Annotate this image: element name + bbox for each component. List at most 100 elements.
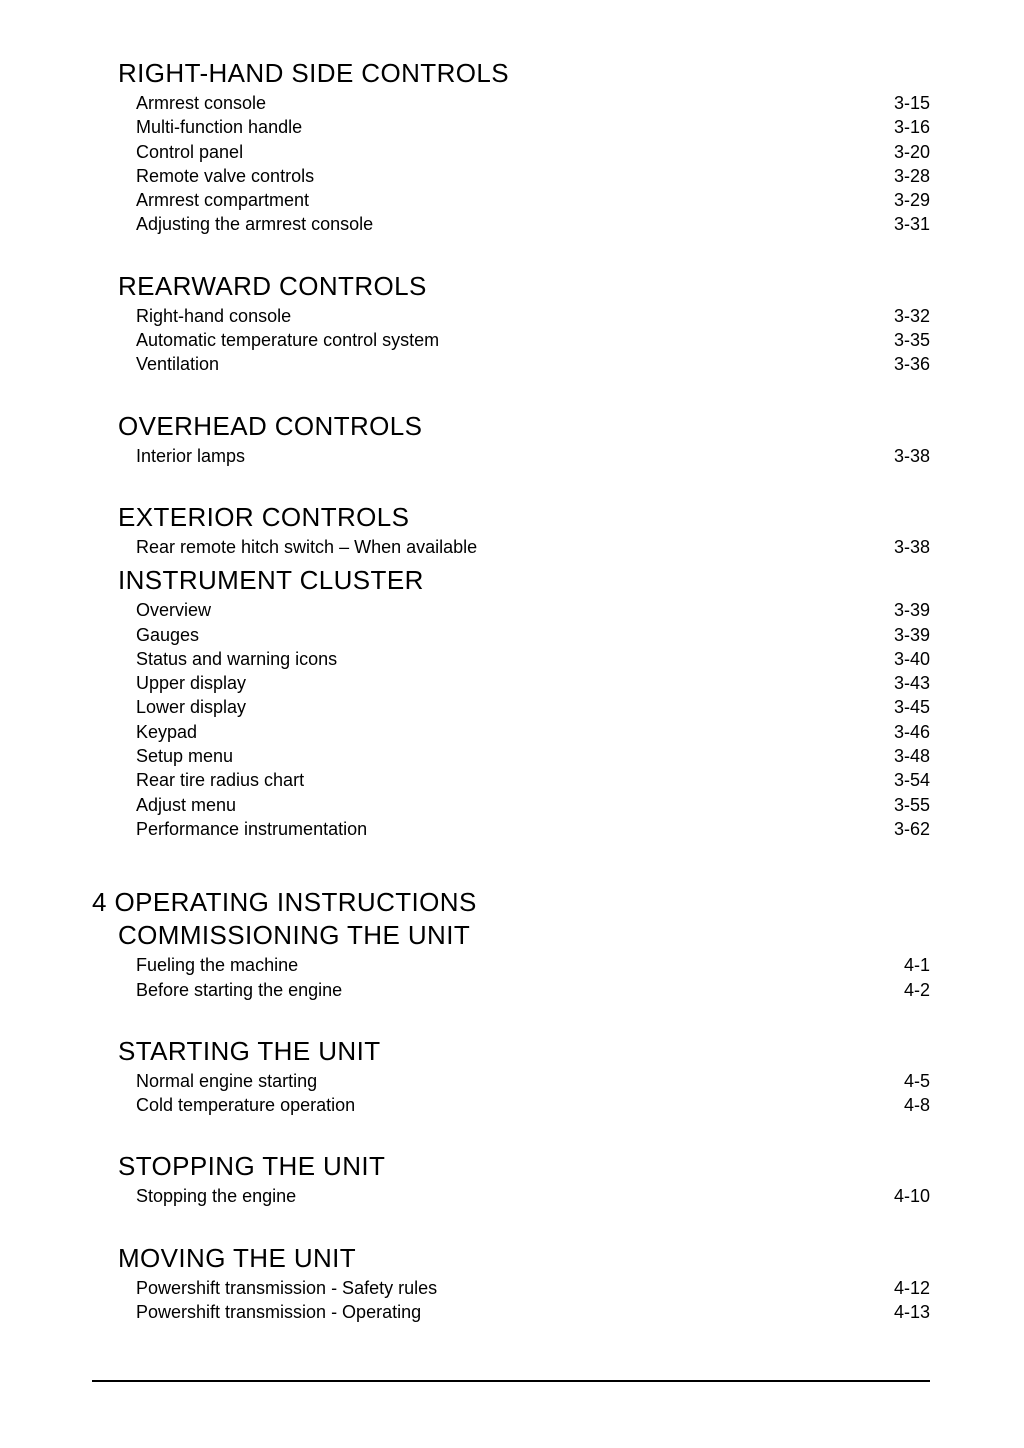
section-title: INSTRUMENT CLUSTER (118, 565, 930, 596)
section-title: MOVING THE UNIT (118, 1243, 930, 1274)
chapter-title: 4 OPERATING INSTRUCTIONS (92, 887, 930, 918)
toc-page: 4-8 (882, 1093, 930, 1117)
toc-label: Rear remote hitch switch – When availabl… (136, 535, 477, 559)
toc-page: 3-32 (882, 304, 930, 328)
toc-label: Stopping the engine (136, 1184, 296, 1208)
toc-label: Status and warning icons (136, 647, 337, 671)
toc-label: Interior lamps (136, 444, 245, 468)
toc-label: Multi-function handle (136, 115, 302, 139)
toc-label: Armrest console (136, 91, 266, 115)
toc-label: Normal engine starting (136, 1069, 317, 1093)
toc-label: Upper display (136, 671, 246, 695)
toc-label: Adjust menu (136, 793, 236, 817)
toc-label: Powershift transmission - Safety rules (136, 1276, 437, 1300)
toc-entry: Rear remote hitch switch – When availabl… (136, 535, 930, 559)
toc-section: RIGHT-HAND SIDE CONTROLS Armrest console… (118, 58, 930, 237)
toc-entry: Setup menu 3-48 (136, 744, 930, 768)
toc-entry: Rear tire radius chart 3-54 (136, 768, 930, 792)
toc-entry: Armrest compartment 3-29 (136, 188, 930, 212)
toc-entry: Normal engine starting 4-5 (136, 1069, 930, 1093)
toc-page: 3-46 (882, 720, 930, 744)
toc-label: Performance instrumentation (136, 817, 367, 841)
toc-page: 3-29 (882, 188, 930, 212)
toc-entry: Adjust menu 3-55 (136, 793, 930, 817)
toc-page: 3-38 (882, 444, 930, 468)
toc-page: 3-54 (882, 768, 930, 792)
toc-label: Lower display (136, 695, 246, 719)
section-title: COMMISSIONING THE UNIT (118, 920, 930, 951)
toc-page: 3-36 (882, 352, 930, 376)
toc-entry: Multi-function handle 3-16 (136, 115, 930, 139)
toc-page: 3-16 (882, 115, 930, 139)
toc-entry: Powershift transmission - Safety rules 4… (136, 1276, 930, 1300)
toc-label: Powershift transmission - Operating (136, 1300, 421, 1324)
section-title: STARTING THE UNIT (118, 1036, 930, 1067)
toc-section: STOPPING THE UNIT Stopping the engine 4-… (118, 1151, 930, 1208)
toc-entry: Keypad 3-46 (136, 720, 930, 744)
toc-section: MOVING THE UNIT Powershift transmission … (118, 1243, 930, 1325)
toc-page: 4-10 (882, 1184, 930, 1208)
toc-label: Gauges (136, 623, 199, 647)
toc-entry: Ventilation 3-36 (136, 352, 930, 376)
toc-page: 3-39 (882, 598, 930, 622)
toc-label: Rear tire radius chart (136, 768, 304, 792)
toc-entry: Armrest console 3-15 (136, 91, 930, 115)
toc-section: INSTRUMENT CLUSTER Overview 3-39 Gauges … (118, 565, 930, 841)
toc-page: 4-13 (882, 1300, 930, 1324)
toc-page: 3-15 (882, 91, 930, 115)
toc-page: 4-5 (882, 1069, 930, 1093)
toc-label: Setup menu (136, 744, 233, 768)
toc-section: OVERHEAD CONTROLS Interior lamps 3-38 (118, 411, 930, 468)
section-title: REARWARD CONTROLS (118, 271, 930, 302)
toc-section: STARTING THE UNIT Normal engine starting… (118, 1036, 930, 1118)
toc-entry: Powershift transmission - Operating 4-13 (136, 1300, 930, 1324)
toc-page: 4-2 (882, 978, 930, 1002)
toc-label: Overview (136, 598, 211, 622)
toc-label: Control panel (136, 140, 243, 164)
toc-page: 3-55 (882, 793, 930, 817)
toc-section: COMMISSIONING THE UNIT Fueling the machi… (118, 920, 930, 1002)
toc-entry: Gauges 3-39 (136, 623, 930, 647)
toc-entry: Cold temperature operation 4-8 (136, 1093, 930, 1117)
toc-entry: Remote valve controls 3-28 (136, 164, 930, 188)
toc-page: 3-35 (882, 328, 930, 352)
toc-page: 3-20 (882, 140, 930, 164)
toc-label: Ventilation (136, 352, 219, 376)
footer-rule (92, 1380, 930, 1382)
toc-label: Automatic temperature control system (136, 328, 439, 352)
toc-label: Right-hand console (136, 304, 291, 328)
toc-entry: Interior lamps 3-38 (136, 444, 930, 468)
toc-page: 3-38 (882, 535, 930, 559)
toc-page: 3-40 (882, 647, 930, 671)
section-title: RIGHT-HAND SIDE CONTROLS (118, 58, 930, 89)
toc-entry: Control panel 3-20 (136, 140, 930, 164)
toc-entry: Status and warning icons 3-40 (136, 647, 930, 671)
toc-page: 4-1 (882, 953, 930, 977)
toc-entry: Overview 3-39 (136, 598, 930, 622)
toc-entry: Fueling the machine 4-1 (136, 953, 930, 977)
toc-label: Fueling the machine (136, 953, 298, 977)
toc-entry: Before starting the engine 4-2 (136, 978, 930, 1002)
toc-page: 3-43 (882, 671, 930, 695)
toc-entry: Stopping the engine 4-10 (136, 1184, 930, 1208)
section-title: STOPPING THE UNIT (118, 1151, 930, 1182)
toc-label: Armrest compartment (136, 188, 309, 212)
toc-entry: Right-hand console 3-32 (136, 304, 930, 328)
toc-label: Before starting the engine (136, 978, 342, 1002)
toc-entry: Automatic temperature control system 3-3… (136, 328, 930, 352)
toc-entry: Adjusting the armrest console 3-31 (136, 212, 930, 236)
toc-entry: Performance instrumentation 3-62 (136, 817, 930, 841)
toc-page: 3-48 (882, 744, 930, 768)
toc-page: 3-62 (882, 817, 930, 841)
toc-label: Cold temperature operation (136, 1093, 355, 1117)
toc-section: REARWARD CONTROLS Right-hand console 3-3… (118, 271, 930, 377)
toc-label: Keypad (136, 720, 197, 744)
toc-entry: Upper display 3-43 (136, 671, 930, 695)
section-title: EXTERIOR CONTROLS (118, 502, 930, 533)
toc-label: Remote valve controls (136, 164, 314, 188)
toc-page: 4-12 (882, 1276, 930, 1300)
toc-page: 3-28 (882, 164, 930, 188)
section-title: OVERHEAD CONTROLS (118, 411, 930, 442)
toc-entry: Lower display 3-45 (136, 695, 930, 719)
toc-page: 3-45 (882, 695, 930, 719)
